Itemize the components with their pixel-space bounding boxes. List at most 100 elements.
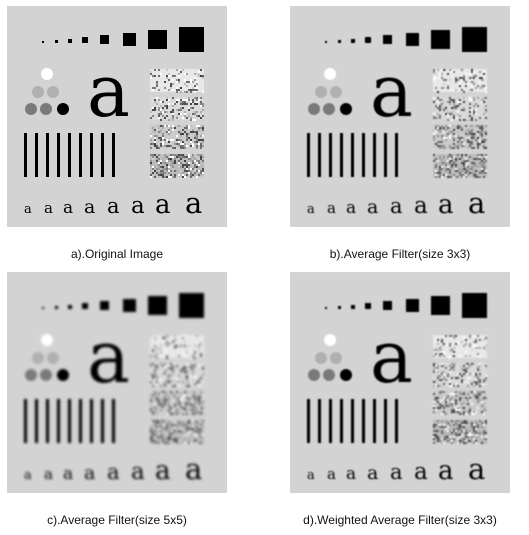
size-square	[462, 27, 487, 52]
test-pattern-image: aa a a a a a a a	[7, 6, 227, 227]
size-square	[68, 39, 72, 43]
vertical-bar	[307, 399, 310, 443]
intensity-circle	[41, 334, 53, 346]
vertical-bar	[35, 133, 38, 177]
small-letter-a: a	[414, 459, 428, 485]
noise-rectangle	[150, 154, 204, 178]
vertical-bar	[340, 133, 343, 177]
noise-rectangle	[433, 154, 487, 178]
large-letter-a: a	[87, 315, 130, 399]
small-letter-a: a	[107, 194, 120, 218]
small-letter-a: a	[346, 198, 356, 218]
size-square	[68, 305, 72, 309]
large-letter-a: a	[370, 315, 413, 399]
vertical-bar	[112, 399, 115, 443]
caption-weighted-3x3: d).Weighted Average Filter(size 3x3)	[303, 513, 497, 527]
vertical-bar	[35, 399, 38, 443]
size-square	[325, 41, 327, 43]
small-letter-a: a	[131, 459, 145, 485]
vertical-bar	[57, 399, 60, 443]
vertical-bar	[101, 399, 104, 443]
vertical-bar	[101, 133, 104, 177]
vertical-bar	[373, 399, 376, 443]
size-square	[383, 35, 392, 44]
small-letter-a: a	[307, 468, 315, 483]
intensity-circle	[308, 103, 320, 115]
size-square	[100, 301, 109, 310]
intensity-circle	[340, 103, 352, 115]
small-letter-a: a	[107, 460, 120, 484]
vertical-bar	[57, 133, 60, 177]
vertical-bar	[79, 399, 82, 443]
intensity-circle	[315, 86, 327, 98]
small-letter-a: a	[185, 186, 202, 220]
noise-rectangle	[433, 97, 487, 121]
noise-rectangle	[150, 391, 204, 415]
test-pattern-image: aa a a a a a a a	[7, 272, 227, 493]
size-square	[148, 30, 167, 49]
small-letter-a: a	[44, 465, 53, 483]
small-letter-a: a	[390, 194, 403, 218]
small-letter-a: a	[24, 468, 32, 483]
intensity-circle	[32, 352, 44, 364]
small-letter-a: a	[44, 199, 53, 217]
vertical-bar	[351, 133, 354, 177]
vertical-bar	[46, 399, 49, 443]
size-square	[179, 293, 204, 318]
small-letter-a: a	[327, 465, 336, 483]
intensity-circle	[32, 86, 44, 98]
noise-rectangle	[150, 69, 204, 93]
small-letter-a: a	[468, 186, 485, 220]
vertical-bar	[395, 399, 398, 443]
intensity-circle	[323, 369, 335, 381]
intensity-circle	[330, 86, 342, 98]
size-square	[365, 303, 371, 309]
noise-rectangle	[433, 363, 487, 387]
intensity-circle	[40, 369, 52, 381]
noise-rectangle	[150, 363, 204, 387]
size-square	[100, 35, 109, 44]
intensity-circle	[324, 68, 336, 80]
small-letter-a: a	[63, 198, 73, 218]
size-square	[42, 41, 44, 43]
noise-rectangle	[150, 335, 204, 359]
size-square	[383, 301, 392, 310]
size-square	[351, 305, 355, 309]
size-square	[338, 306, 341, 309]
small-letter-a: a	[63, 464, 73, 484]
noise-rectangle	[433, 125, 487, 149]
intensity-circle	[25, 103, 37, 115]
noise-rectangle	[433, 335, 487, 359]
vertical-bar	[24, 399, 27, 443]
size-square	[148, 296, 167, 315]
size-square	[338, 40, 341, 43]
intensity-circle	[25, 369, 37, 381]
intensity-circle	[323, 103, 335, 115]
caption-average-5x5: c).Average Filter(size 5x5)	[47, 513, 187, 527]
vertical-bar	[373, 133, 376, 177]
intensity-circle	[308, 369, 320, 381]
vertical-bar	[79, 133, 82, 177]
vertical-bar	[362, 399, 365, 443]
small-letter-a: a	[185, 452, 202, 486]
size-square	[431, 296, 450, 315]
size-square	[406, 299, 419, 312]
small-letter-a: a	[438, 456, 454, 486]
intensity-circle	[41, 68, 53, 80]
test-pattern-image: aa a a a a a a a	[290, 6, 510, 227]
small-letter-a: a	[307, 202, 315, 217]
vertical-bar	[24, 133, 27, 177]
intensity-circle	[47, 86, 59, 98]
small-letter-a: a	[438, 190, 454, 220]
size-square	[179, 27, 204, 52]
intensity-circle	[324, 334, 336, 346]
vertical-bar	[90, 399, 93, 443]
size-square	[325, 307, 327, 309]
test-pattern-image: aa a a a a a a a	[290, 272, 510, 493]
small-letter-a: a	[24, 202, 32, 217]
size-square	[431, 30, 450, 49]
small-letter-a: a	[84, 196, 95, 218]
intensity-circle	[57, 369, 69, 381]
noise-rectangle	[433, 420, 487, 444]
